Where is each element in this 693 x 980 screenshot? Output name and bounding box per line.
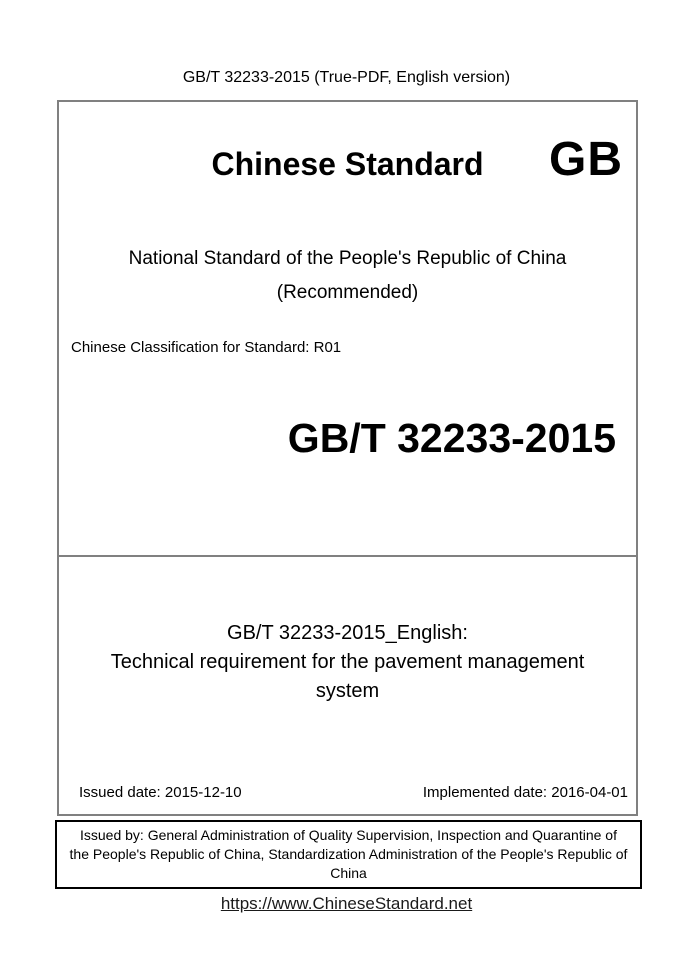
page-header-title: GB/T 32233-2015 (True-PDF, English versi… (182, 69, 511, 86)
classification-line: Chinese Classification for Standard: R01 (71, 339, 342, 356)
national-standard-line: National Standard of the People's Republ… (128, 248, 567, 269)
dates-row: Issued date: 2015-12-10 Implemented date… (79, 784, 628, 802)
english-title-line-3: system (315, 680, 380, 702)
gb-logo: GB (549, 133, 623, 186)
recommended-line: (Recommended) (276, 282, 419, 303)
issuer-line-2: the People's Republic of China, Standard… (69, 846, 628, 862)
english-title: GB/T 32233-2015_English: Technical requi… (59, 619, 636, 706)
page-footer: https://www.ChineseStandard.net (0, 893, 693, 914)
issuer-line-3: China (330, 865, 367, 881)
footer-link[interactable]: https://www.ChineseStandard.net (220, 894, 473, 913)
cover-bottom-section: GB/T 32233-2015_English: Technical requi… (59, 557, 636, 814)
standard-code: GB/T 32233-2015 (287, 415, 616, 461)
english-title-line-1: GB/T 32233-2015_English: (227, 622, 468, 644)
issuer-box: Issued by: General Administration of Qua… (55, 820, 642, 889)
standard-cover-box: Chinese Standard GB National Standard of… (57, 100, 638, 816)
issuer-line-1: Issued by: General Administration of Qua… (80, 827, 617, 843)
implemented-date: Implemented date: 2016-04-01 (422, 784, 628, 801)
issued-date: Issued date: 2015-12-10 (79, 784, 242, 801)
brand-title: Chinese Standard (211, 146, 484, 182)
english-title-line-2: Technical requirement for the pavement m… (110, 651, 585, 673)
cover-top-section: Chinese Standard GB National Standard of… (59, 102, 636, 557)
